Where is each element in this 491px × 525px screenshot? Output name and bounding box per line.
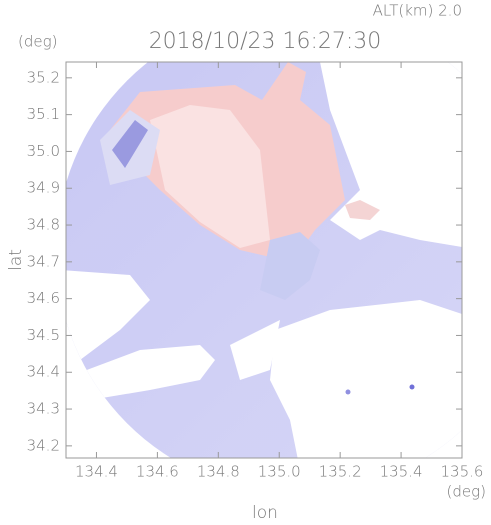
y-tick-label: 34.2 (27, 436, 60, 454)
x-tick-label: 135.4 (380, 463, 423, 481)
x-axis-label: lon (252, 503, 278, 521)
plot-frame (65, 61, 463, 459)
y-tick-label: 34.4 (27, 363, 60, 381)
y-tick-label: 34.5 (27, 326, 60, 344)
velocity-field (66, 62, 462, 458)
x-tick-label: 134.4 (75, 463, 118, 481)
y-tick-label: 35.0 (27, 142, 60, 160)
x-tick-label: 135.6 (441, 463, 484, 481)
subtitle: ALT(km) 2.0 (373, 2, 462, 20)
y-tick-label: 35.2 (27, 68, 60, 86)
x-tick-label: 135.0 (258, 463, 301, 481)
y-unit: (deg) (18, 33, 57, 51)
chart-title: 2018/10/23 16:27:30 (149, 29, 382, 54)
y-tick-label: 34.3 (27, 400, 60, 418)
y-tick-label: 34.7 (27, 252, 60, 270)
x-tick-label: 134.6 (136, 463, 179, 481)
x-unit: (deg) (447, 483, 486, 501)
y-tick-label: 34.9 (27, 179, 60, 197)
x-tick-label: 134.8 (197, 463, 240, 481)
y-tick-label: 35.1 (27, 105, 60, 123)
y-tick-label: 34.6 (27, 289, 60, 307)
y-tick-label: 34.8 (27, 216, 60, 234)
x-tick-label: 135.2 (319, 463, 362, 481)
y-axis-label: lat (6, 249, 26, 271)
